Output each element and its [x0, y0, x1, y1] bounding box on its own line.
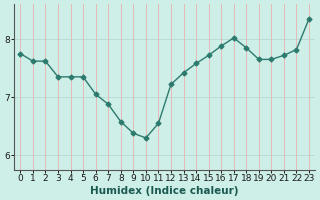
X-axis label: Humidex (Indice chaleur): Humidex (Indice chaleur) [91, 186, 239, 196]
